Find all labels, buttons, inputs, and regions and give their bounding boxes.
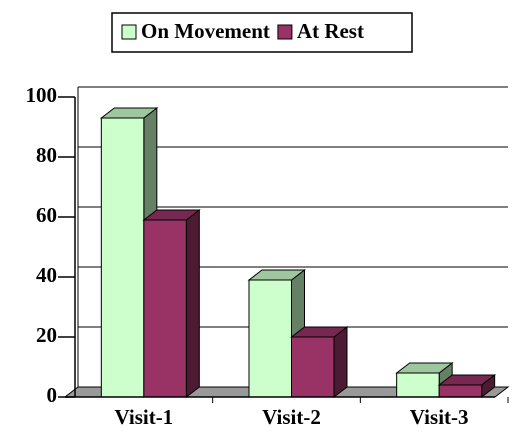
x-tick-label: Visit-1 bbox=[114, 405, 173, 429]
y-tick-label: 20 bbox=[36, 323, 57, 347]
bar bbox=[291, 336, 335, 398]
bar bbox=[248, 279, 292, 398]
y-tick-label: 40 bbox=[36, 263, 57, 287]
y-tick-label: 0 bbox=[47, 383, 58, 407]
legend-box bbox=[111, 12, 413, 53]
y-tick-label: 60 bbox=[36, 203, 57, 227]
x-tick-label: Visit-2 bbox=[262, 405, 321, 429]
y-tick-label: 80 bbox=[36, 143, 57, 167]
bar bbox=[396, 372, 440, 398]
legend-swatch bbox=[277, 24, 293, 40]
y-tick-label: 100 bbox=[26, 83, 58, 107]
bar bbox=[100, 117, 145, 398]
legend-label: On Movement bbox=[141, 19, 270, 43]
bar-side bbox=[333, 325, 348, 399]
bar bbox=[143, 219, 187, 398]
bar-side bbox=[185, 208, 200, 399]
legend-label: At Rest bbox=[297, 19, 364, 43]
legend-swatch bbox=[121, 24, 137, 40]
bar bbox=[438, 384, 483, 398]
x-tick-label: Visit-3 bbox=[410, 405, 469, 429]
